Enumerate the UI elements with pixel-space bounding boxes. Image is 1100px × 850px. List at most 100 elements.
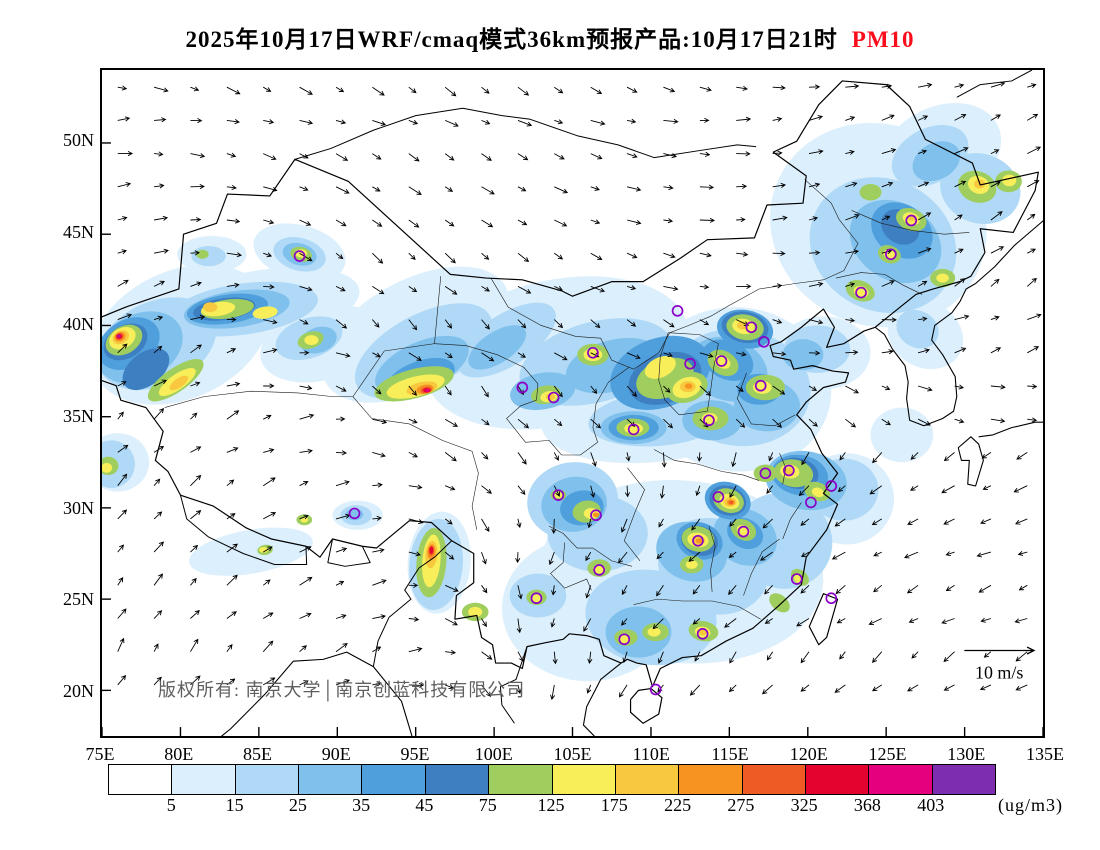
vietnam-coast (582, 662, 622, 736)
city-marker (783, 464, 795, 477)
pm10-fill-region (685, 560, 698, 569)
city-marker (754, 379, 767, 392)
pm10-fill-region (592, 512, 600, 518)
province-border (782, 502, 802, 540)
hainan-island (629, 687, 663, 724)
colorbar (108, 764, 996, 795)
city-marker (885, 248, 897, 261)
pm10-fill-region (811, 487, 825, 498)
city-marker (825, 480, 838, 492)
lon-tick-label: 135E (1026, 744, 1064, 764)
colorbar-level-label: 325 (790, 795, 818, 815)
colorbar-level-label: 368 (853, 795, 881, 815)
colorbar-labels: 5 15 25 35 45 75 125 175 225 275 325 368 403 (108, 795, 994, 817)
colorbar-cell-2 (235, 765, 300, 794)
lat-tick-label: 20N (63, 681, 94, 702)
city-marker (547, 391, 560, 404)
pm10-fill-region (259, 547, 268, 553)
lon-tick-label: 115E (711, 744, 749, 764)
pm10-fill-region (695, 538, 703, 544)
colorbar-cell-13 (932, 765, 996, 794)
colorbar-cell-3 (299, 765, 363, 794)
province-border (658, 332, 719, 416)
russia-coast (975, 220, 1043, 284)
bhutan-border (327, 538, 371, 567)
colorbar-cell-4 (362, 765, 426, 794)
city-marker (805, 496, 817, 509)
city-marker (530, 592, 543, 605)
colorbar-cell-0 (109, 765, 173, 794)
title-pollutant: PM10 (851, 27, 915, 52)
lon-tick-label: 110E (632, 744, 670, 764)
colorbar-level-label: 403 (917, 795, 945, 815)
province-border (851, 210, 970, 235)
city-marker (758, 336, 770, 348)
pm10-fill-region (425, 388, 430, 392)
colorbar-cell-8 (615, 765, 680, 794)
map-plot-area: 10 m/s (100, 68, 1045, 738)
pm10-fill-region (737, 321, 749, 330)
province-border-layer (164, 179, 970, 620)
colorbar-cell-5 (425, 765, 490, 794)
city-marker (627, 423, 640, 436)
province-border (550, 542, 592, 591)
pm10-fill-region (203, 302, 218, 313)
pm10-fill-region (169, 375, 189, 391)
city-marker (759, 467, 772, 480)
pm10-fill-region (729, 500, 734, 505)
province-border (434, 343, 630, 456)
pm10-fill-region (189, 527, 313, 576)
colorbar-cell-12 (869, 765, 933, 794)
colorbar-level-label: 45 (415, 795, 434, 815)
city-marker-layer (293, 214, 918, 696)
wind-vector-layer (117, 81, 1042, 701)
map-canvas: 10 m/s (102, 70, 1043, 736)
pm10-fill-region (684, 383, 693, 389)
okhotsk-coast (956, 70, 1033, 98)
china-boundary (102, 80, 1039, 688)
pm10-fill-region (782, 339, 824, 371)
city-marker (293, 250, 306, 262)
wind-vectors (117, 81, 1042, 701)
pm10-fill-region (769, 593, 790, 613)
lat-tick-label: 45N (63, 222, 94, 243)
province-border (708, 526, 716, 592)
lon-tick-label: 100E (474, 744, 513, 764)
colorbar-cell-10 (742, 765, 806, 794)
pm10-fill-region (936, 273, 949, 283)
city-marker (593, 564, 606, 576)
pm10-fill-region (468, 606, 483, 618)
province-border (164, 390, 353, 408)
pm10-fill-region (1002, 174, 1017, 187)
colorbar-cell-7 (552, 765, 616, 794)
province-border (743, 538, 780, 596)
lon-tick-label: 105E (553, 744, 592, 764)
pm10-fill-region (859, 184, 882, 201)
colorbar-level-label: 175 (600, 795, 628, 815)
colorbar-cell-1 (172, 765, 236, 794)
province-border (835, 272, 923, 295)
city-marker (737, 525, 750, 538)
pm10-fill-region (531, 594, 542, 603)
colorbar-level-label: 225 (664, 795, 692, 815)
city-marker (552, 489, 565, 501)
city-marker (790, 573, 803, 585)
lon-tick-label: 125E (868, 744, 907, 764)
city-marker (825, 592, 838, 605)
colorbar-level-label: 125 (537, 795, 565, 815)
pm10-fill-region (468, 325, 527, 370)
pm10-fill-region (753, 464, 778, 483)
city-marker (618, 633, 631, 646)
wind-scale-label: 10 m/s (975, 662, 1023, 682)
city-marker (905, 214, 918, 227)
pm10-fill-region (698, 629, 707, 636)
lon-tick-label: 120E (789, 744, 828, 764)
province-border (779, 453, 787, 485)
lat-tick-label: 40N (63, 313, 94, 334)
pm10-fill-region (304, 335, 319, 346)
city-marker (712, 491, 725, 503)
colorbar-level-label: 75 (478, 795, 497, 815)
colorbar-level-label: 35 (352, 795, 371, 815)
colorbar-level-label: 15 (225, 795, 244, 815)
pm10-fill-region (429, 546, 434, 554)
